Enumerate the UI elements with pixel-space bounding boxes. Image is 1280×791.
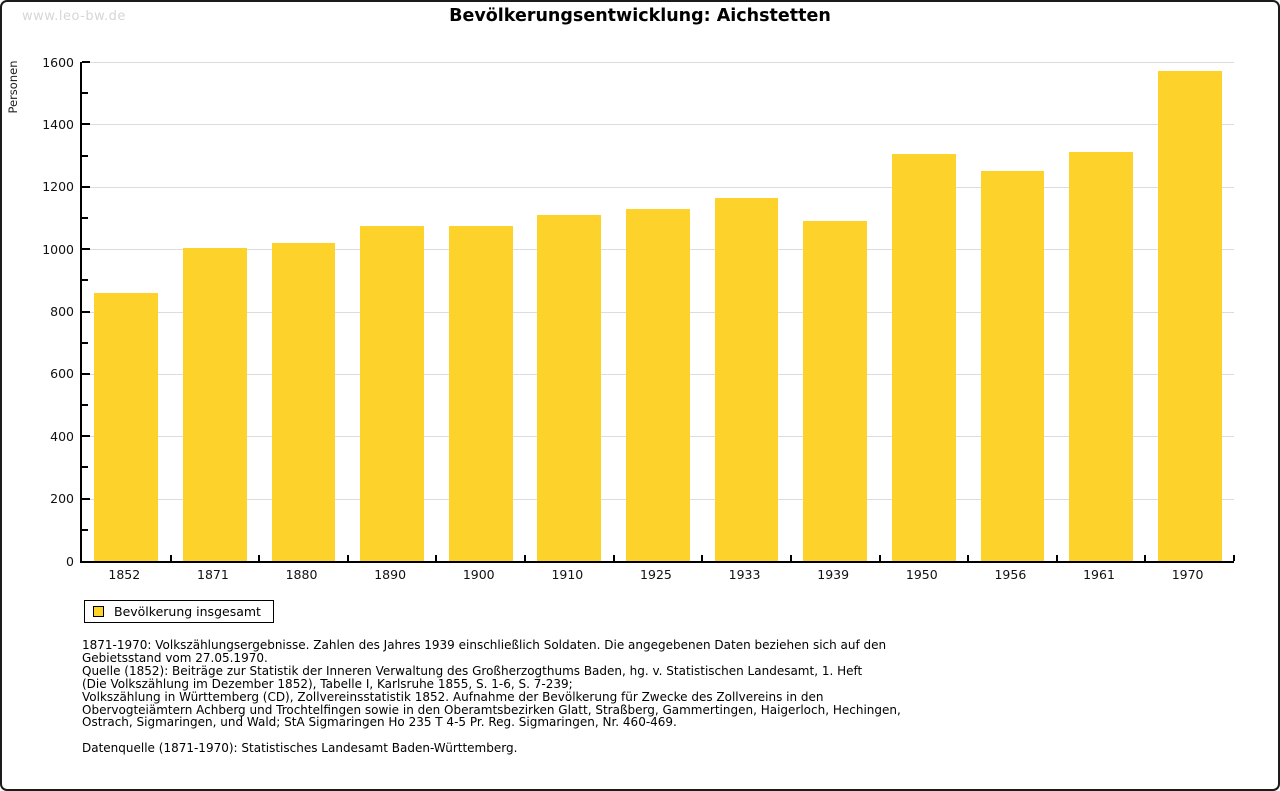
x-axis-tick-label: 1910 [551,567,584,582]
x-axis-tick [1055,555,1058,561]
footer-notes: 1871-1970: Volkszählungsergebnisse. Zahl… [82,639,1262,755]
x-axis-tick-label: 1961 [1083,567,1115,582]
gridline [82,62,1234,63]
y-axis-tick-label: 1200 [42,179,74,195]
legend: Bevölkerung insgesamt [84,600,274,623]
bar [183,247,247,561]
y-axis-tick-label: 0 [66,553,74,569]
gridline [82,186,1234,188]
x-axis-tick [967,555,970,561]
bar-cell [436,62,525,561]
x-axis-tick [435,555,438,561]
x-axis-tick-label: 1970 [1171,567,1204,582]
y-axis-tick [82,404,88,407]
bar-cell [879,62,968,561]
bar [891,154,956,561]
y-axis-tick-label: 600 [50,366,74,382]
y-axis-tick-label: 800 [50,304,74,319]
bar-cell [702,62,791,561]
y-axis-tick [82,435,90,438]
y-axis-tick [82,61,90,63]
y-axis-tick [82,185,90,188]
bar [448,225,513,561]
footer-note-line: Volkszählung in Württemberg (CD), Zollve… [82,689,824,704]
bar-cell [348,62,437,561]
y-axis-tick-label: 1400 [42,116,74,132]
bar-cell [1057,62,1146,561]
bar-cell [259,62,348,561]
bar [271,242,336,561]
footer-note-line: 1871-1970: Volkszählungsergebnisse. Zahl… [82,638,887,652]
datasource-line: Datenquelle (1871-1970): Statistisches L… [82,741,518,756]
x-axis-tick-label: 1852 [108,567,141,582]
x-axis-tick-label: 1925 [640,567,672,582]
y-axis-title: Personen [6,60,20,114]
legend-label: Bevölkerung insgesamt [114,604,261,619]
legend-swatch-icon [93,606,104,617]
gridline [82,124,1234,126]
y-axis-tick [82,216,88,219]
x-axis-tick [1233,555,1235,561]
x-axis-labels: 1852 1871 1880 1890 1900 1910 1925 1933 1939 1950… [80,567,1232,582]
bar [626,208,690,561]
x-axis-tick-label: 1880 [285,567,318,582]
footer-note-line: Obervogteiämtern Achberg und Trochtelfin… [82,702,901,717]
y-axis-tick [82,528,88,531]
bar [980,171,1045,561]
x-axis-tick-label: 1871 [197,567,229,582]
x-axis-tick [258,555,261,561]
bar [537,214,602,561]
y-axis-tick [82,279,88,282]
watermark: www.leo-bw.de [22,9,126,24]
bar-cell [1145,62,1234,561]
bar-cell [525,62,614,561]
x-axis-tick [346,555,349,561]
x-axis-tick [169,555,172,561]
y-axis-tick [82,497,90,500]
x-axis-tick-label: 1939 [817,567,850,582]
y-axis-tick [82,341,88,344]
x-axis-tick-label: 1933 [728,567,761,582]
y-axis-tick [82,154,88,157]
bar-cell [82,62,171,561]
x-axis-tick [789,555,792,561]
chart-title: Bevölkerungsentwicklung: Aichstetten [449,6,831,26]
y-axis-tick [82,123,90,126]
bar [1157,71,1222,561]
x-axis-tick-label: 1950 [905,567,938,582]
bar [360,225,425,561]
y-axis-tick-label: 200 [50,491,74,507]
bar [714,197,779,561]
y-axis-tick [82,248,90,251]
bar [803,221,868,561]
x-axis-tick [524,555,527,561]
y-axis-tick [82,92,88,95]
x-axis-tick [878,555,881,561]
y-axis-tick [82,310,90,313]
footer-note-line: Quelle (1852): Beiträge zur Statistik de… [82,663,863,678]
footer-note-line: Ostrach, Sigmaringen, und Wald; StA Sigm… [82,715,677,730]
y-axis-tick-label: 400 [50,428,74,444]
x-axis-tick-label: 1956 [994,567,1027,582]
x-axis-tick [701,555,704,561]
bar-cell [614,62,703,561]
plot-area: 0 200 400 600 800 1000 1200 1400 1600 [42,55,1235,569]
x-axis-tick-label: 1900 [462,567,495,582]
y-axis-tick [82,372,90,375]
bar [1069,152,1133,561]
bars-container [82,62,1234,561]
y-axis-tick-label: 1000 [42,241,74,257]
y-axis-tick-label: 1600 [42,54,74,70]
y-axis-tick [82,466,88,469]
bar-cell [791,62,880,561]
x-axis-tick-label: 1890 [374,567,407,582]
bar-cell [968,62,1057,561]
x-axis-tick [612,555,615,561]
x-axis-tick [1144,555,1147,561]
footer-note-line: Gebietsstand vom 27.05.1970. [82,650,268,665]
footer-note-line: (Die Volkszählung im Dezember 1852), Tab… [82,676,573,691]
bar [94,292,159,561]
bar-cell [171,62,260,561]
